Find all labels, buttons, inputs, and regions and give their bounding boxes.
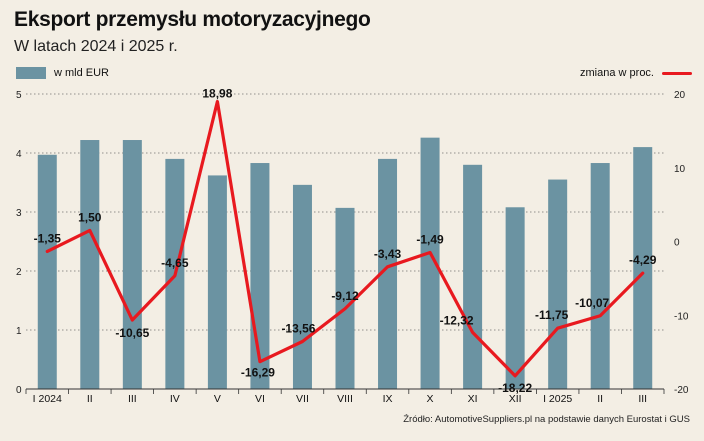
chart-subtitle: W latach 2024 i 2025 r. — [14, 38, 178, 55]
line-data-label: -1,35 — [34, 231, 62, 245]
bar — [633, 147, 653, 389]
bar — [548, 179, 568, 389]
line-data-label: -9,12 — [331, 289, 359, 303]
bar — [335, 207, 355, 389]
line-data-label: -16,29 — [241, 366, 275, 380]
x-tick-label: IV — [170, 393, 180, 405]
bar — [420, 137, 440, 389]
line-data-label: -18,22 — [498, 381, 532, 395]
bar — [505, 207, 525, 389]
y-left-tick: 1 — [16, 326, 22, 337]
line-data-label: 1,50 — [78, 210, 102, 224]
x-tick-label: IX — [383, 393, 393, 405]
x-tick-label: II — [597, 393, 603, 405]
bar — [207, 175, 227, 389]
legend-bars: w mld EUR — [16, 66, 109, 80]
x-tick-label: X — [427, 393, 434, 405]
line-data-label: -3,43 — [374, 247, 402, 261]
line-data-label: -10,65 — [115, 326, 149, 340]
bar — [122, 140, 142, 389]
line-data-label: 18,98 — [202, 87, 232, 101]
line-data-label: -13,56 — [281, 322, 315, 336]
chart-title: Eksport przemysłu motoryzacyjnego — [14, 8, 371, 31]
legend-line: zmiana w proc. — [580, 66, 692, 80]
bar — [463, 164, 483, 389]
bar — [292, 184, 312, 389]
y-right-tick: 20 — [674, 90, 686, 101]
line-data-label: -4,29 — [629, 253, 657, 267]
line-data-label: -12,32 — [440, 313, 474, 327]
y-right-tick: -20 — [674, 385, 689, 396]
y-right-tick: 0 — [674, 238, 680, 249]
x-tick-label: I 2025 — [543, 393, 572, 405]
x-tick-label: I 2024 — [33, 393, 62, 405]
bar — [590, 163, 610, 389]
legend-bar-swatch — [16, 67, 46, 79]
bar — [80, 140, 100, 389]
y-left-tick: 5 — [16, 90, 22, 101]
x-tick-label: II — [87, 393, 93, 405]
bar — [37, 154, 57, 389]
x-tick-label: III — [638, 393, 647, 405]
x-tick-label: XI — [468, 393, 478, 405]
legend-bar-label: w mld EUR — [54, 67, 110, 79]
x-tick-label: V — [214, 393, 221, 405]
source-note: Źródło: AutomotiveSuppliers.pl na podsta… — [403, 414, 690, 425]
legend-line-swatch — [662, 71, 692, 75]
line-data-label: -1,49 — [416, 232, 444, 246]
y-left-tick: 2 — [16, 267, 22, 278]
y-right-tick: 10 — [674, 164, 686, 175]
x-tick-label: VIII — [337, 393, 353, 405]
y-left-tick: 0 — [16, 385, 22, 396]
x-tick-label: XII — [509, 393, 522, 405]
line-data-label: -10,07 — [575, 296, 609, 310]
y-left-tick: 4 — [16, 149, 22, 160]
line-data-label: -4,65 — [161, 256, 189, 270]
legend-line-label: zmiana w proc. — [580, 67, 654, 79]
line-data-label: -11,75 — [535, 308, 569, 322]
x-tick-label: VI — [255, 393, 265, 405]
line-series — [45, 99, 645, 378]
x-tick-label: VII — [296, 393, 309, 405]
x-tick-label: III — [128, 393, 137, 405]
bar — [378, 158, 398, 389]
y-left-tick: 3 — [16, 208, 22, 219]
y-right-tick: -10 — [674, 311, 689, 322]
